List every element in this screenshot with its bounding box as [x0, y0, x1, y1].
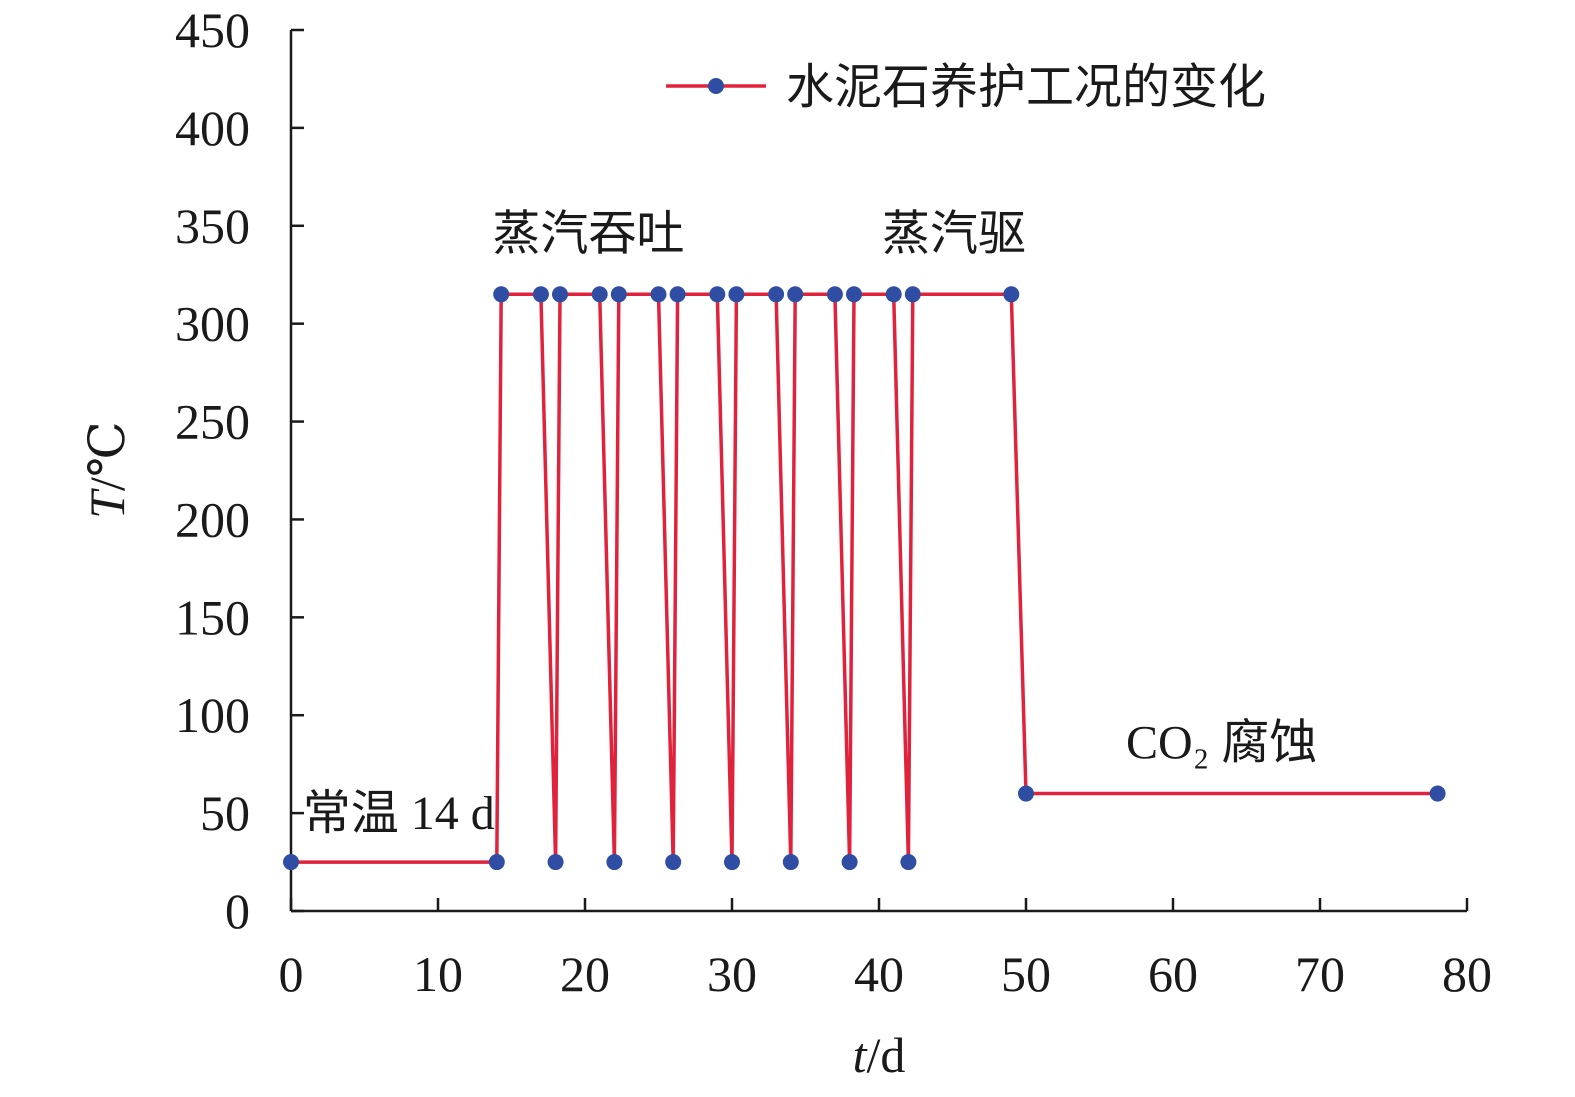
data-point: [552, 286, 569, 303]
y-tick-label: 400: [175, 100, 250, 156]
x-tick-label: 40: [854, 946, 904, 1002]
data-point: [665, 854, 682, 871]
y-axis-unit: /℃: [79, 421, 135, 491]
data-point: [826, 286, 843, 303]
x-tick-label: 10: [413, 946, 463, 1002]
data-point: [787, 286, 804, 303]
x-tick-label: 20: [560, 946, 610, 1002]
data-point: [669, 286, 686, 303]
x-tick-label: 50: [1001, 946, 1051, 1002]
legend: 水泥石养护工况的变化: [666, 61, 1266, 114]
data-point: [610, 286, 627, 303]
y-axis-title: T/℃: [79, 421, 135, 519]
x-tick-label: 0: [279, 946, 304, 1002]
x-tick-label: 70: [1295, 946, 1345, 1002]
y-tick-label: 100: [175, 687, 250, 743]
annotation-layer: 常温 14 d 蒸汽吞吐 蒸汽驱 CO₂ 腐蚀: [303, 207, 1318, 840]
y-tick-label: 450: [175, 2, 250, 58]
y-tick-label: 150: [175, 589, 250, 645]
data-point: [283, 854, 299, 871]
annotation-label: CO₂ 腐蚀: [1126, 716, 1317, 769]
data-point: [532, 286, 549, 303]
annotation-label: 蒸汽驱: [882, 207, 1026, 260]
data-point: [782, 854, 799, 871]
annotation-label: 常温 14 d: [303, 787, 495, 840]
data-point: [547, 854, 564, 871]
data-point: [591, 286, 608, 303]
data-point: [1429, 785, 1446, 802]
x-tick-label: 30: [707, 946, 757, 1002]
annotation-label: 蒸汽吞吐: [492, 207, 684, 260]
data-point: [606, 854, 623, 871]
y-tick-label: 300: [175, 296, 250, 352]
y-tick-label: 200: [175, 491, 250, 547]
data-point: [709, 286, 726, 303]
data-point: [650, 286, 667, 303]
y-tick-label: 350: [175, 198, 250, 254]
plot-area: 0 50 100 150 200 250 300 350 400 450 0 10 20 30 40 50 6…: [175, 2, 1492, 1002]
series-layer: [283, 286, 1446, 871]
data-point: [1003, 286, 1020, 303]
y-tick-label: 250: [175, 394, 250, 450]
data-point: [488, 854, 505, 871]
data-point: [724, 854, 740, 871]
data-point: [900, 854, 917, 871]
data-point: [841, 854, 858, 871]
data-point: [846, 286, 863, 303]
y-tick-label: 50: [200, 785, 250, 841]
x-tick-label: 80: [1442, 946, 1492, 1002]
x-axis-variable: t: [853, 1027, 868, 1083]
data-point: [1018, 785, 1034, 802]
y-ticks: 0 50 100 150 200 250 300 350 400 450: [175, 2, 304, 939]
x-axis-unit: /d: [867, 1027, 906, 1083]
data-point: [768, 286, 785, 303]
legend-marker-swatch: [708, 78, 724, 94]
data-point: [493, 286, 510, 303]
x-ticks: 0 10 20 30 40 50 60 70 80: [279, 898, 1492, 1002]
y-axis-variable: T: [79, 488, 135, 519]
data-point: [728, 286, 745, 303]
x-tick-label: 60: [1148, 946, 1198, 1002]
series-line: [291, 292, 1438, 864]
data-point: [885, 286, 902, 303]
x-axis-title: t/d: [853, 1027, 906, 1083]
y-tick-label: 0: [225, 883, 250, 939]
legend-label: 水泥石养护工况的变化: [786, 61, 1266, 114]
data-point: [904, 286, 921, 303]
